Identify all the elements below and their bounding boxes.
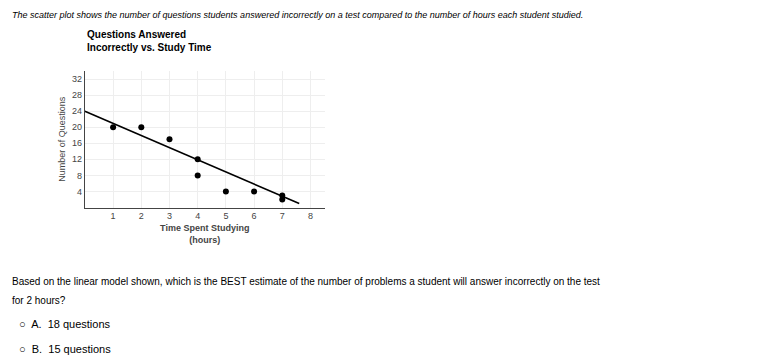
svg-text:for 2 hours?: for 2 hours? (12, 295, 66, 306)
svg-text:12: 12 (72, 154, 82, 164)
svg-text:3: 3 (167, 211, 172, 221)
svg-text:Number of Questions: Number of Questions (57, 96, 67, 182)
svg-text:24: 24 (72, 106, 82, 116)
svg-text:2: 2 (139, 211, 144, 221)
svg-text:7: 7 (280, 211, 285, 221)
svg-text:8: 8 (308, 211, 313, 221)
svg-text:The scatter plot shows the num: The scatter plot shows the number of que… (12, 10, 583, 20)
svg-text:20: 20 (72, 122, 82, 132)
svg-text:Questions AnsweredIncorrectly: Questions AnsweredIncorrectly vs. Study … (87, 29, 212, 53)
svg-text:4: 4 (77, 187, 82, 197)
svg-text:4: 4 (195, 211, 200, 221)
svg-text:32: 32 (72, 74, 82, 84)
svg-text:8: 8 (77, 171, 82, 181)
svg-text:28: 28 (72, 90, 82, 100)
svg-text:1: 1 (111, 211, 116, 221)
svg-text:○ A. 18 questions: ○ A. 18 questions (19, 318, 111, 330)
svg-text:5: 5 (223, 211, 228, 221)
svg-text:Time Spent Studying(hours): Time Spent Studying(hours) (160, 223, 249, 245)
svg-text:16: 16 (72, 138, 82, 148)
svg-text:Based on the linear model show: Based on the linear model shown, which i… (12, 276, 600, 287)
svg-text:○ B. 15 questions: ○ B. 15 questions (19, 343, 111, 355)
svg-text:6: 6 (252, 211, 257, 221)
